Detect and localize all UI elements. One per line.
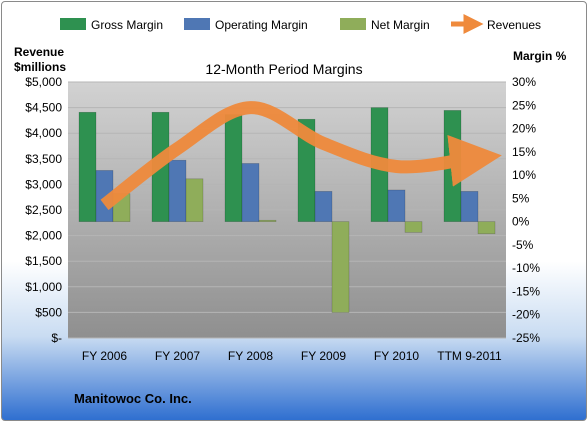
right-tick-label: -20%	[512, 308, 540, 322]
gridlines	[68, 81, 506, 339]
bar-operating-margin	[241, 163, 260, 222]
bar-operating-margin	[387, 189, 406, 222]
legend-label-operating-margin: Operating Margin	[215, 18, 308, 32]
right-tick-label: -15%	[512, 284, 540, 298]
bar-gross-margin	[78, 111, 97, 222]
left-tick-label: $3,000	[25, 177, 62, 191]
bar-operating-margin	[168, 159, 187, 222]
left-tick-label: $2,500	[25, 203, 62, 217]
bar-net-margin	[404, 221, 423, 233]
bar-net-margin	[477, 221, 496, 235]
category-label: FY 2006	[82, 349, 127, 363]
right-tick-label: 15%	[512, 145, 536, 159]
bar-gross-margin	[297, 118, 316, 222]
right-tick-label: -5%	[512, 238, 534, 252]
bar-net-margin	[185, 178, 204, 222]
bar-operating-margin	[460, 191, 479, 222]
category-label: FY 2007	[155, 349, 200, 363]
bar-net-margin	[258, 219, 277, 222]
legend-label-net-margin: Net Margin	[371, 18, 430, 32]
right-tick-label: 5%	[512, 191, 530, 205]
category-label: FY 2009	[301, 349, 346, 363]
left-tick-label: $3,500	[25, 152, 62, 166]
revenue-line-path	[100, 101, 502, 211]
bar-net-margin	[331, 221, 350, 313]
right-tick-label: -10%	[512, 261, 540, 275]
right-axis-ticks: -25% -20% -15% -10% -5% 0% 5% 10% 15% 20% 25% 30%	[512, 75, 540, 345]
legend-label-revenues: Revenues	[487, 18, 541, 32]
category-label: TTM 9-2011	[437, 349, 502, 363]
left-tick-label: $4,500	[25, 101, 62, 115]
right-axis-title: Margin %	[513, 49, 567, 63]
right-tick-label: -25%	[512, 331, 540, 345]
bars	[78, 107, 496, 313]
right-tick-label: 25%	[512, 98, 536, 112]
bar-gross-margin	[224, 114, 243, 222]
legend-swatch-net-margin	[340, 18, 366, 30]
left-axis-title-line2: $millions	[14, 60, 66, 74]
left-tick-label: $500	[35, 305, 62, 319]
left-tick-label: $1,500	[25, 254, 62, 268]
category-label: FY 2010	[374, 349, 419, 363]
left-axis-ticks: $- $500 $1,000 $1,500 $2,000 $2,500 $3,000 $3,5…	[25, 75, 62, 345]
category-label: FY 2008	[228, 349, 273, 363]
legend-swatch-operating-margin	[184, 18, 210, 30]
left-tick-label: $-	[51, 331, 62, 345]
category-labels: FY 2006 FY 2007 FY 2008 FY 2009 FY 2010 TTM 9…	[82, 349, 502, 363]
left-tick-label: $2,000	[25, 229, 62, 243]
left-axis-title-line1: Revenue	[14, 45, 64, 59]
chart-title: 12-Month Period Margins	[205, 61, 362, 77]
right-tick-label: 10%	[512, 168, 536, 182]
right-tick-label: 20%	[512, 122, 536, 136]
right-tick-label: 30%	[512, 75, 536, 89]
legend-swatch-gross-margin	[60, 18, 86, 30]
bar-operating-margin	[314, 191, 333, 222]
legend-label-gross-margin: Gross Margin	[91, 18, 163, 32]
left-tick-label: $5,000	[25, 75, 62, 89]
revenue-line	[100, 101, 502, 211]
right-tick-label: 0%	[512, 215, 530, 229]
left-tick-label: $4,000	[25, 126, 62, 140]
company-name: Manitowoc Co. Inc.	[74, 391, 192, 406]
legend: Gross Margin Operating Margin Net Margin…	[60, 14, 541, 34]
left-tick-label: $1,000	[25, 280, 62, 294]
